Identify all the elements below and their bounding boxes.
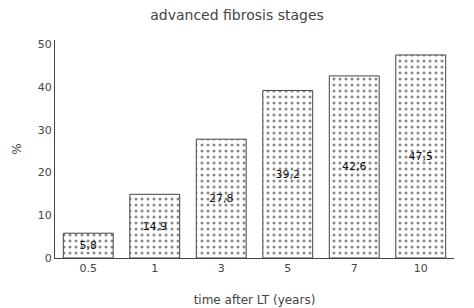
- svg-text:5: 5: [284, 262, 291, 275]
- svg-text:5,8: 5,8: [80, 239, 98, 252]
- svg-text:30: 30: [38, 124, 52, 137]
- svg-text:7: 7: [351, 262, 358, 275]
- svg-text:14,9: 14,9: [143, 220, 168, 233]
- svg-text:39,2: 39,2: [276, 168, 301, 181]
- svg-text:20: 20: [38, 166, 52, 179]
- svg-text:42,6: 42,6: [342, 160, 367, 173]
- svg-text:10: 10: [38, 209, 52, 222]
- svg-text:50: 50: [38, 38, 52, 51]
- svg-text:0: 0: [45, 252, 52, 265]
- svg-text:10: 10: [414, 262, 428, 275]
- svg-text:40: 40: [38, 81, 52, 94]
- svg-text:advanced fibrosis stages: advanced fibrosis stages: [150, 7, 324, 23]
- svg-text:%: %: [10, 143, 24, 154]
- svg-text:1: 1: [151, 262, 158, 275]
- svg-text:0.5: 0.5: [80, 262, 98, 275]
- svg-text:47,5: 47,5: [409, 150, 434, 163]
- svg-text:3: 3: [218, 262, 225, 275]
- svg-text:27,8: 27,8: [209, 192, 234, 205]
- svg-text:time after LT (years): time after LT (years): [194, 293, 316, 307]
